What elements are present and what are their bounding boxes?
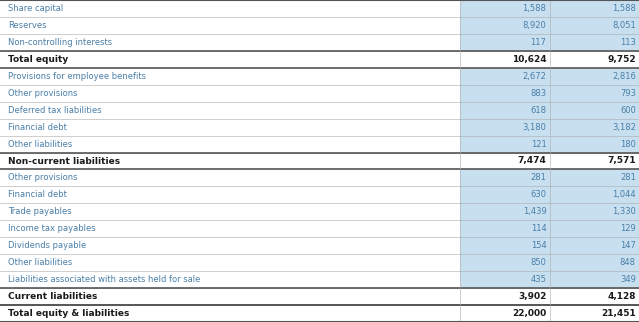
Bar	[0, 288, 639, 305]
Text: 8,920: 8,920	[523, 21, 546, 30]
Text: Other liabilities: Other liabilities	[8, 139, 72, 148]
Text: 618: 618	[530, 106, 546, 115]
Text: 1,588: 1,588	[523, 4, 546, 13]
Bar	[0, 34, 639, 51]
Text: 3,182: 3,182	[612, 123, 636, 132]
Bar	[0, 68, 639, 85]
Text: 435: 435	[530, 275, 546, 284]
Text: 154: 154	[530, 241, 546, 250]
Bar	[0, 220, 639, 237]
Text: 8,051: 8,051	[612, 21, 636, 30]
Text: 793: 793	[620, 89, 636, 98]
Bar	[0, 136, 639, 153]
Text: Non-controlling interests: Non-controlling interests	[8, 38, 112, 47]
Text: Total equity: Total equity	[8, 55, 68, 64]
Bar	[460, 186, 639, 204]
Text: Non-current liabilities: Non-current liabilities	[8, 156, 119, 166]
Text: Reserves: Reserves	[8, 21, 46, 30]
Bar	[0, 271, 639, 288]
Bar	[0, 0, 639, 17]
Text: Dividends payable: Dividends payable	[8, 241, 86, 250]
Bar	[460, 169, 639, 186]
Text: 180: 180	[620, 139, 636, 148]
Bar	[0, 204, 639, 220]
Text: 4,128: 4,128	[607, 292, 636, 301]
Bar	[0, 169, 639, 186]
Bar	[460, 68, 639, 85]
Text: 121: 121	[530, 139, 546, 148]
Bar	[460, 254, 639, 271]
Text: 1,330: 1,330	[612, 207, 636, 216]
Text: Financial debt: Financial debt	[8, 123, 66, 132]
Text: Income tax payables: Income tax payables	[8, 224, 95, 233]
Text: 147: 147	[620, 241, 636, 250]
Text: 600: 600	[620, 106, 636, 115]
Bar	[460, 85, 639, 102]
Text: 9,752: 9,752	[607, 55, 636, 64]
Bar	[0, 305, 639, 322]
Bar	[0, 51, 639, 68]
Text: 281: 281	[620, 174, 636, 183]
Text: 113: 113	[620, 38, 636, 47]
Text: 1,588: 1,588	[612, 4, 636, 13]
Text: Provisions for employee benefits: Provisions for employee benefits	[8, 72, 146, 81]
Text: Share capital: Share capital	[8, 4, 63, 13]
Bar	[460, 118, 639, 136]
Bar	[460, 204, 639, 220]
Text: 22,000: 22,000	[512, 309, 546, 318]
Text: 2,816: 2,816	[612, 72, 636, 81]
Text: 1,439: 1,439	[523, 207, 546, 216]
Text: 2,672: 2,672	[523, 72, 546, 81]
Text: 117: 117	[530, 38, 546, 47]
Bar	[0, 118, 639, 136]
Text: 3,180: 3,180	[523, 123, 546, 132]
Text: Other provisions: Other provisions	[8, 174, 77, 183]
Text: 10,624: 10,624	[512, 55, 546, 64]
Bar	[460, 220, 639, 237]
Text: Financial debt: Financial debt	[8, 190, 66, 199]
Text: Liabilities associated with assets held for sale: Liabilities associated with assets held …	[8, 275, 200, 284]
Text: 3,902: 3,902	[518, 292, 546, 301]
Bar	[0, 186, 639, 204]
Text: Other provisions: Other provisions	[8, 89, 77, 98]
Text: 1,044: 1,044	[612, 190, 636, 199]
Text: 129: 129	[620, 224, 636, 233]
Bar	[460, 0, 639, 17]
Bar	[460, 271, 639, 288]
Text: 7,571: 7,571	[607, 156, 636, 166]
Text: 848: 848	[620, 258, 636, 267]
Text: 630: 630	[530, 190, 546, 199]
Bar	[0, 254, 639, 271]
Text: Total equity & liabilities: Total equity & liabilities	[8, 309, 129, 318]
Bar	[0, 17, 639, 34]
Bar	[460, 17, 639, 34]
Text: Trade payables: Trade payables	[8, 207, 72, 216]
Bar	[0, 102, 639, 118]
Bar	[460, 136, 639, 153]
Bar	[0, 85, 639, 102]
Text: 7,474: 7,474	[518, 156, 546, 166]
Bar	[460, 237, 639, 254]
Text: 281: 281	[530, 174, 546, 183]
Text: 114: 114	[530, 224, 546, 233]
Bar	[460, 102, 639, 118]
Text: 883: 883	[530, 89, 546, 98]
Bar	[0, 153, 639, 169]
Text: 850: 850	[530, 258, 546, 267]
Text: 349: 349	[620, 275, 636, 284]
Text: Other liabilities: Other liabilities	[8, 258, 72, 267]
Text: Deferred tax liabilities: Deferred tax liabilities	[8, 106, 102, 115]
Bar	[0, 237, 639, 254]
Text: 21,451: 21,451	[601, 309, 636, 318]
Text: Current liabilities: Current liabilities	[8, 292, 97, 301]
Bar	[460, 34, 639, 51]
